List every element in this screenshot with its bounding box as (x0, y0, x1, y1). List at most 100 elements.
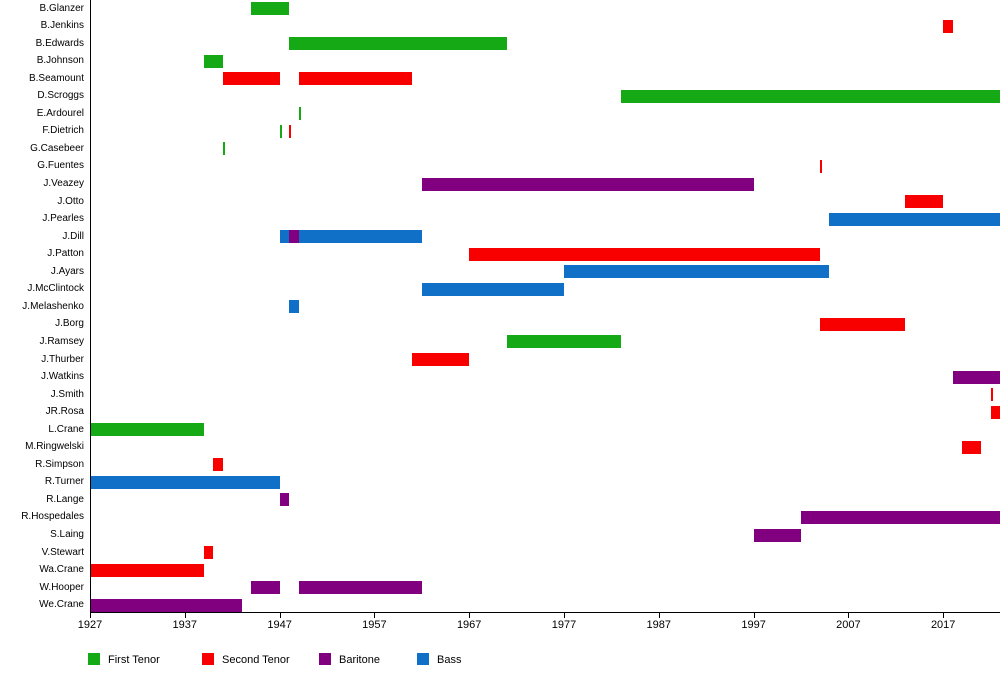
x-tick-label: 2017 (930, 619, 956, 631)
x-tick-label: 2007 (836, 619, 861, 631)
y-axis-label-jr-rosa: JR.Rosa (45, 406, 84, 418)
y-axis-label-r-simpson: R.Simpson (35, 458, 84, 470)
bar-segment (298, 230, 422, 244)
bar-segment (962, 440, 982, 454)
bar-segment (990, 405, 1000, 419)
y-axis-label-d-scroggs: D.Scroggs (37, 90, 84, 102)
bar-segment (507, 335, 621, 349)
x-tick-label: 1927 (77, 619, 103, 631)
x-tick-mark (374, 612, 376, 618)
bar-segment (421, 177, 754, 191)
y-axis-label-r-hospedales: R.Hospedales (21, 511, 84, 523)
y-axis-label-e-ardourel: E.Ardourel (36, 107, 84, 119)
x-tick-mark (279, 612, 281, 618)
legend-label: Baritone (339, 654, 380, 666)
x-tick-label: 1997 (741, 619, 766, 631)
bar-segment (289, 230, 299, 244)
y-axis-label-we-crane: We.Crane (39, 599, 84, 611)
bar-segment (251, 2, 290, 15)
y-axis-label-b-jenkins: B.Jenkins (40, 20, 84, 32)
y-axis-label-j-thurber: J.Thurber (41, 353, 84, 365)
y-axis-label-w-hooper: W.Hooper (39, 581, 84, 593)
bar-segment (829, 212, 1000, 226)
legend-swatch (202, 653, 214, 665)
y-axis-label-wa-crane: Wa.Crane (39, 564, 84, 576)
y-axis-label-g-casebeer: G.Casebeer (30, 142, 84, 154)
x-tick-label: 1967 (456, 619, 482, 631)
bar-segment (298, 107, 301, 121)
bar-segment (753, 528, 801, 542)
bar-segment (289, 37, 508, 51)
x-tick-mark (184, 612, 186, 618)
y-axis-label-b-edwards: B.Edwards (35, 37, 84, 49)
y-axis-label-b-johnson: B.Johnson (36, 55, 84, 67)
bar-segment (469, 247, 820, 261)
y-axis-label-j-patton: J.Patton (47, 248, 84, 260)
bar-segment (203, 546, 214, 560)
bar-segment (412, 353, 470, 366)
bar-segment (203, 54, 223, 68)
bar-segment (943, 19, 953, 33)
x-tick-mark (658, 612, 660, 618)
bar-segment (298, 72, 413, 86)
bar-segment (213, 458, 223, 472)
y-axis-label-j-pearles: J.Pearles (42, 213, 84, 225)
x-tick-label: 1957 (362, 619, 387, 631)
bar-segment (421, 282, 564, 296)
legend-label: Bass (437, 654, 462, 666)
bar-segment (620, 89, 1000, 103)
legend-swatch (417, 653, 429, 665)
x-axis-line (90, 612, 1000, 613)
y-axis-label-r-lange: R.Lange (46, 493, 84, 505)
y-axis-label-b-seamount: B.Seamount (28, 72, 84, 84)
bar-segment (564, 265, 830, 279)
x-tick-label: 1977 (551, 619, 577, 631)
x-tick-mark (90, 612, 91, 618)
bar-segment (222, 72, 280, 86)
bar-segment (905, 195, 944, 209)
y-axis-label-f-dietrich: F.Dietrich (42, 125, 84, 137)
legend-swatch (88, 653, 100, 665)
y-axis-label-r-turner: R.Turner (44, 476, 84, 488)
y-axis-label-b-glanzer: B.Glanzer (39, 2, 84, 14)
y-axis-label-j-watkins: J.Watkins (41, 371, 84, 383)
legend-label: First Tenor (108, 654, 160, 666)
x-tick-label: 1937 (172, 619, 198, 631)
bar-segment (819, 159, 822, 173)
x-tick-mark (848, 612, 850, 618)
y-axis-label-j-ramsey: J.Ramsey (39, 335, 84, 347)
y-axis-label-j-veazey: J.Veazey (43, 178, 84, 189)
bar-segment (990, 388, 993, 402)
bar-segment (279, 493, 290, 507)
legend-swatch (319, 653, 331, 665)
bar-segment (90, 563, 204, 577)
y-axis-label-s-laing: S.Laing (50, 529, 84, 540)
x-tick-mark (943, 612, 945, 618)
bar-segment (289, 300, 299, 314)
bar-segment (279, 230, 290, 244)
y-axis-label-l-crane: L.Crane (48, 423, 84, 435)
bar-segment (222, 142, 225, 156)
bar-segment (801, 510, 1000, 524)
bar-segment (90, 475, 280, 489)
y-axis-label-g-fuentes: G.Fuentes (37, 160, 84, 172)
x-tick-label: 1987 (646, 619, 672, 631)
y-axis-label-j-otto: J.Otto (57, 195, 84, 207)
y-axis-label-m-ringwelski: M.Ringwelski (25, 441, 84, 453)
y-axis-line (90, 0, 91, 612)
x-tick-label: 1947 (267, 619, 292, 631)
bar-segment (90, 423, 204, 437)
bar-segment (289, 124, 292, 138)
y-axis-label-j-ayars: J.Ayars (50, 265, 84, 277)
y-axis-label-j-melashenko: J.Melashenko (22, 300, 84, 312)
legend-label: Second Tenor (222, 654, 290, 666)
y-axis-label-j-dill: J.Dill (62, 230, 84, 242)
y-axis-label-j-mcclintock: J.McClintock (27, 283, 84, 295)
x-tick-mark (564, 612, 565, 618)
bar-segment (298, 581, 422, 595)
x-tick-mark (753, 612, 755, 618)
bar-segment (819, 317, 906, 331)
x-tick-mark (469, 612, 471, 618)
bar-segment (279, 124, 282, 138)
